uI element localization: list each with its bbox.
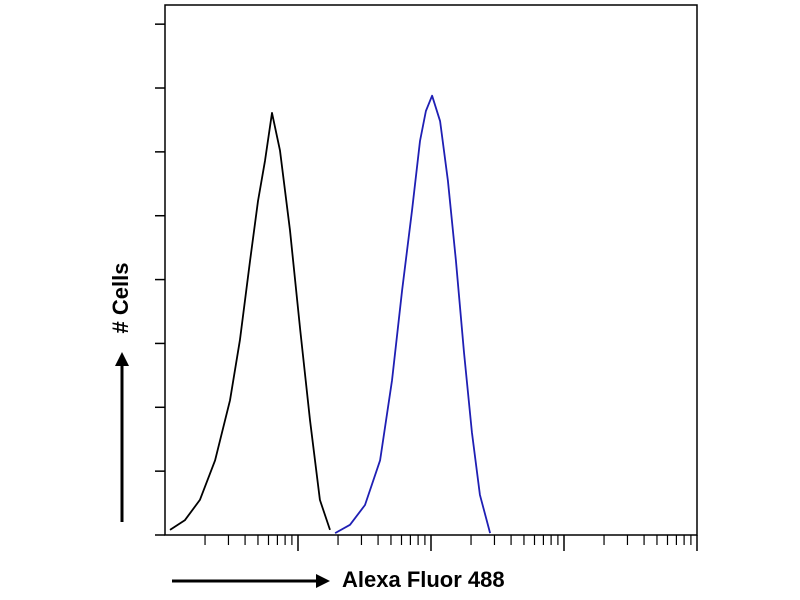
plot-frame	[164, 4, 698, 536]
x-axis-label: Alexa Fluor 488	[342, 567, 505, 592]
histogram-curve	[334, 94, 491, 534]
histogram-curve	[169, 112, 331, 531]
x-arrow-head	[316, 574, 330, 588]
y-axis-label: # Cells	[108, 263, 133, 334]
y-arrow-head	[115, 352, 129, 366]
